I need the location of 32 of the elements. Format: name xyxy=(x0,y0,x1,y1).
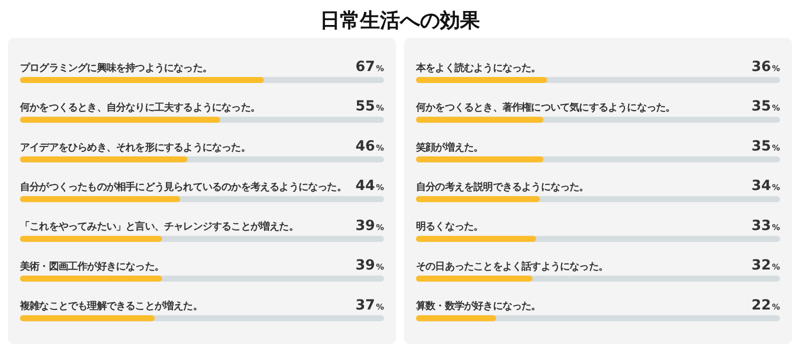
data-label: 67% xyxy=(356,59,384,75)
category-label: その日あったことをよく話すようになった。 xyxy=(416,261,608,272)
data-label: 22% xyxy=(752,297,780,314)
data-label: 55% xyxy=(356,98,384,115)
bar xyxy=(416,276,532,282)
category-label: 本をよく読むようになった。 xyxy=(416,62,541,74)
data-label: 39% xyxy=(356,258,384,274)
data-label: 35% xyxy=(752,98,780,115)
category-label: アイデアをひらめき、それを形にするようになった。 xyxy=(20,142,250,154)
category-label: 算数・数学が好きになった。 xyxy=(416,301,541,312)
category-label: 複雑なことでも理解できることが増えた。 xyxy=(20,301,202,312)
data-label: 37% xyxy=(356,297,384,314)
category-label: 何かをつくるとき、自分なりに工夫するようになった。 xyxy=(20,102,260,114)
chart-title: 日常生活への効果 xyxy=(319,8,481,34)
bar xyxy=(416,315,496,322)
data-label: 34% xyxy=(752,178,780,194)
category-label: プログラミングに興味を持つようになった。 xyxy=(20,62,212,74)
category-label: 自分がつくったものが相手にどう見られているのかを考えるようになった。 xyxy=(20,182,346,193)
data-label: 35% xyxy=(752,138,780,154)
data-label: 36% xyxy=(752,59,780,75)
bar xyxy=(416,236,536,242)
category-label: 明るくなった。 xyxy=(416,222,484,233)
data-label: 33% xyxy=(752,218,780,234)
category-label: 美術・図画工作が好きになった。 xyxy=(20,261,164,272)
category-label: 何かをつくるとき、著作権について気にするようになった。 xyxy=(416,102,676,114)
category-label: 笑顔が増えた。 xyxy=(416,142,484,154)
data-label: 39% xyxy=(356,218,384,234)
category-label: 「これをやってみたい」と言い、チャレンジすることが増えた。 xyxy=(20,222,298,233)
data-label: 46% xyxy=(356,138,384,154)
data-label: 44% xyxy=(356,178,384,194)
data-label: 32% xyxy=(752,258,780,274)
category-label: 自分の考えを説明できるようになった。 xyxy=(416,182,589,193)
